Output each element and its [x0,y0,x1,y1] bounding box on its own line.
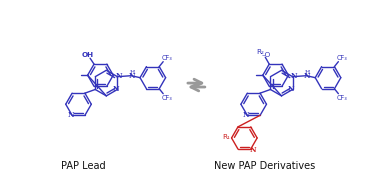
Text: N: N [67,111,74,119]
Text: –O: –O [262,52,271,58]
Text: N: N [243,111,249,119]
Text: CF₃: CF₃ [162,55,172,61]
Text: H: H [305,70,310,75]
Text: N: N [113,85,119,93]
Text: R₁: R₁ [223,134,231,140]
Text: CF₃: CF₃ [337,95,348,101]
Text: N: N [249,146,256,154]
Text: OH: OH [82,52,94,58]
Text: PAP Lead: PAP Lead [61,161,106,171]
Text: R₂: R₂ [256,49,264,55]
Text: N: N [291,72,297,80]
Text: CF₃: CF₃ [337,55,348,61]
Text: N: N [304,72,311,80]
Text: N: N [288,85,294,93]
Text: CF₃: CF₃ [162,95,172,101]
Text: N: N [129,72,135,80]
Text: New PAP Derivatives: New PAP Derivatives [214,161,315,171]
Text: N: N [116,72,122,80]
Text: H: H [130,70,135,75]
